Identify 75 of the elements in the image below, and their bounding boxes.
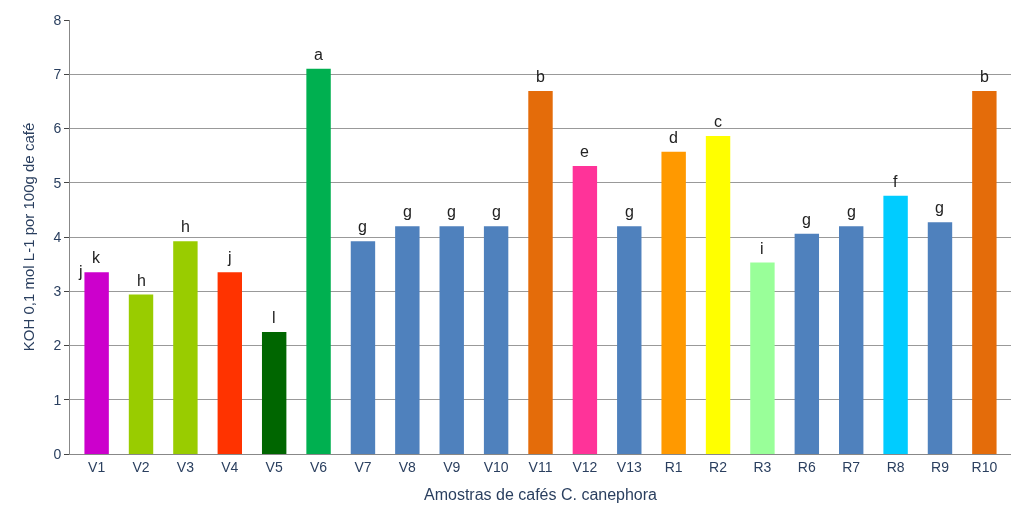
- bar: [705, 136, 731, 454]
- bar: [306, 68, 331, 454]
- annotation: h: [137, 272, 146, 289]
- annotation: i: [760, 240, 764, 257]
- x-tick-label: V12: [572, 458, 598, 475]
- bar: [217, 272, 242, 454]
- annotation: j: [78, 263, 83, 280]
- bar: [84, 272, 109, 454]
- bar: [794, 233, 820, 454]
- x-tick-label: R3: [753, 458, 772, 475]
- x-tick-label: V1: [88, 458, 106, 475]
- annotation: d: [669, 129, 678, 146]
- annotation: b: [536, 68, 545, 85]
- bar: [617, 226, 642, 454]
- x-tick-label: V11: [528, 458, 553, 475]
- x-tick-label: V3: [176, 458, 195, 475]
- y-tick-label: 6: [53, 120, 62, 137]
- x-tick-label: V6: [310, 458, 328, 475]
- bar: [395, 226, 420, 454]
- x-tick-label: R2: [709, 458, 728, 475]
- annotation: f: [893, 173, 898, 190]
- bar: [439, 226, 464, 454]
- annotation: l: [272, 309, 276, 326]
- bar: [528, 91, 553, 454]
- y-tick-label: 0: [53, 445, 62, 462]
- x-tick-label: R7: [842, 458, 861, 475]
- y-tick-label: 2: [53, 337, 62, 354]
- annotation: a: [314, 46, 323, 63]
- x-tick-label: V13: [616, 458, 642, 475]
- annotation: g: [802, 211, 811, 228]
- annotation: h: [181, 218, 190, 235]
- x-axis-title: Amostras de cafés C. canephora: [423, 486, 658, 504]
- x-tick-label: V2: [132, 458, 150, 475]
- annotation: b: [980, 68, 989, 85]
- x-tick-label: R10: [971, 458, 998, 475]
- annotation: c: [714, 113, 722, 130]
- annotation: e: [580, 143, 589, 160]
- y-tick-label: 4: [53, 228, 62, 245]
- annotation: g: [935, 199, 944, 216]
- x-tick-label: V5: [265, 458, 283, 475]
- y-tick-label: 8: [53, 11, 62, 28]
- x-tick-label: R6: [797, 458, 816, 475]
- bar: [483, 226, 509, 454]
- annotation: g: [847, 203, 856, 220]
- bar: [261, 331, 287, 454]
- bar: [839, 226, 864, 454]
- y-tick-label: 1: [53, 391, 62, 408]
- bar: [173, 241, 198, 454]
- bar: [927, 222, 953, 454]
- bar: [750, 262, 775, 454]
- y-tick-label: 5: [53, 174, 62, 191]
- x-tick-label: R9: [931, 458, 950, 475]
- x-tick-label: V9: [443, 458, 461, 475]
- bar: [350, 241, 376, 454]
- y-tick-label: 7: [53, 66, 62, 83]
- bar: [572, 165, 598, 454]
- annotation: g: [403, 203, 412, 220]
- x-tick-label: V10: [483, 458, 509, 475]
- annotation: g: [358, 218, 367, 235]
- annotation: g: [492, 203, 501, 220]
- y-tick-label: 3: [53, 283, 62, 300]
- x-tick-label: R1: [664, 458, 683, 475]
- annotation: k: [92, 249, 101, 266]
- annotation: g: [447, 203, 456, 220]
- x-tick-label: V4: [221, 458, 239, 475]
- x-tick-label: V7: [354, 458, 372, 475]
- annotation: g: [625, 203, 634, 220]
- y-axis-title: KOH 0,1 mol L-1 por 100g de café: [19, 122, 37, 352]
- x-tick-label: V8: [398, 458, 417, 475]
- bar: [661, 151, 686, 454]
- x-tick-label: R8: [886, 458, 905, 475]
- bar: [128, 294, 154, 454]
- bar: [883, 195, 908, 454]
- annotation: j: [227, 249, 232, 266]
- bar: [972, 91, 997, 454]
